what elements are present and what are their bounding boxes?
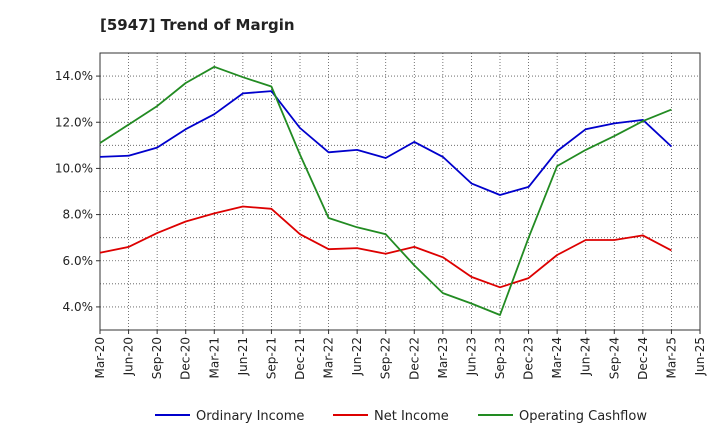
legend-label-ordinary-income: Ordinary Income [196,409,304,424]
x-tick-label: Jun-23 [464,337,478,376]
x-tick-label: Mar-22 [322,337,336,378]
x-tick-label: Sep-20 [150,337,164,379]
y-tick-label: 8.0% [63,208,94,222]
x-tick-label: Dec-24 [636,337,650,380]
x-tick-label: Mar-21 [207,337,221,378]
y-axis-ticks: 4.0% 6.0% 8.0% 10.0% 12.0% 14.0% [55,69,100,314]
x-tick-label: Jun-25 [693,337,707,376]
x-tick-label: Sep-22 [379,337,393,379]
x-tick-label: Jun-20 [122,337,136,376]
x-tick-label: Jun-24 [579,337,593,376]
x-axis-ticks: Mar-20 Jun-20 Sep-20 Dec-20 Mar-21 Jun-21 Sep-… [93,330,707,380]
y-tick-label: 12.0% [55,115,93,129]
series-line-net-income [99,205,672,289]
grid-lines [100,53,700,330]
x-tick-label: Sep-24 [607,337,621,379]
legend-label-operating-cashflow: Operating Cashflow [519,409,647,424]
y-tick-label: 10.0% [55,161,93,175]
x-tick-label: Mar-20 [93,337,107,378]
x-tick-label: Sep-23 [493,337,507,379]
plot-area-frame [99,52,701,331]
series-line-ordinary-income [99,90,673,196]
x-tick-label: Dec-20 [179,337,193,380]
x-tick-label: Jun-22 [350,337,364,376]
x-tick-label: Mar-25 [664,337,678,378]
series-lines [99,65,673,316]
x-tick-label: Jun-21 [236,337,250,376]
series-line-operating-cashflow [99,65,672,316]
y-tick-label: 4.0% [63,300,94,314]
chart-title: [5947] Trend of Margin [100,16,295,34]
x-tick-label: Mar-23 [436,337,450,378]
x-tick-label: Dec-22 [407,337,421,380]
x-tick-label: Dec-23 [522,337,536,380]
x-tick-label: Mar-24 [550,337,564,378]
legend-label-net-income: Net Income [374,409,449,424]
x-tick-label: Dec-21 [293,337,307,380]
x-tick-label: Sep-21 [264,337,278,379]
legend: Ordinary Income Net Income Operating Cashf… [155,409,647,424]
y-tick-label: 6.0% [63,254,94,268]
y-tick-label: 14.0% [55,69,93,83]
